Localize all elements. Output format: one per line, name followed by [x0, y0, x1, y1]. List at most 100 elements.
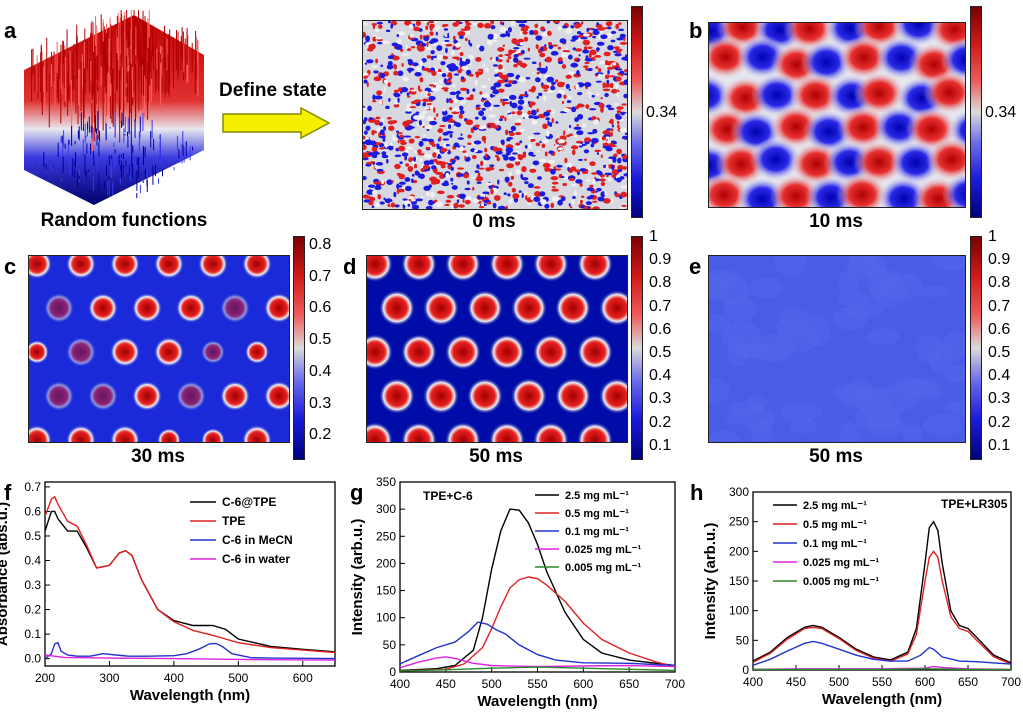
panel-label-a: a [4, 18, 17, 43]
colorbar-tick: 0.8 [649, 274, 672, 292]
random-functions-caption: Random functions [40, 210, 208, 231]
random-functions-surface [24, 10, 204, 205]
panel-label-f: f [4, 480, 12, 505]
legend-entry: 0.005 mg mL⁻¹ [803, 576, 879, 588]
series-line [45, 641, 335, 660]
colorbar-tick: 0.6 [988, 320, 1011, 338]
state-map-0ms [362, 20, 628, 210]
y-axis-label: Absorbance (abs.u.) [0, 502, 11, 646]
y-tick-label: 50 [383, 638, 397, 652]
colorbar-tick: 0.3 [988, 390, 1011, 408]
x-tick-label: 650 [958, 675, 978, 689]
colorbar-tick: 0.5 [988, 344, 1011, 361]
y-axis-label: Intensity (arb.u.) [349, 519, 366, 636]
y-tick-label: 300 [729, 485, 749, 499]
legend-entry: 0.025 mg mL⁻¹ [803, 557, 879, 569]
y-tick-label: 250 [729, 515, 749, 529]
chart-f-absorbance: 200 300 400 500 600 0.0 0.1 0.2 0.3 0.4 0.5 0.6 0.7 W… [0, 480, 336, 704]
colorbar-d [631, 236, 643, 460]
legend-entry: 2.5 mg mL⁻¹ [803, 500, 867, 512]
x-tick-label: 450 [786, 675, 806, 689]
x-tick-label: 700 [665, 677, 685, 691]
y-tick-label: 0.4 [24, 554, 41, 568]
series-line [400, 656, 675, 669]
legend-entry: 0.1 mg mL⁻¹ [803, 538, 867, 550]
legend-entry: 0.025 mg mL⁻¹ [565, 544, 641, 556]
colorbar-c [293, 236, 305, 460]
colorbar-tick: 0.3 [309, 394, 332, 412]
legend-entry: TPE [222, 514, 245, 528]
chart-g-annotation: TPE+C-6 [423, 489, 473, 503]
y-tick-label: 200 [729, 544, 749, 558]
legend-entry: C-6 in MeCN [222, 533, 293, 547]
caption-30ms: 30 ms [131, 446, 185, 467]
chart-g-intensity: 400 450 500 550 600 650 700 0 50 100 150 200 250 300 3… [349, 475, 685, 710]
colorbar-tick: 0.4 [988, 367, 1011, 385]
colorbar-tick: 0.5 [649, 344, 672, 361]
y-tick-label: 0.2 [24, 603, 41, 617]
y-tick-label: 0.1 [24, 627, 41, 641]
caption-50ms-e: 50 ms [809, 446, 863, 467]
series-line [400, 666, 675, 672]
y-tick-label: 350 [376, 475, 396, 489]
x-tick-label: 650 [619, 677, 639, 691]
y-tick-label: 0 [389, 665, 396, 679]
y-tick-label: 0.5 [24, 529, 41, 543]
plot-frame [399, 481, 676, 673]
x-tick-label: 600 [293, 671, 313, 685]
legend-entry: 0.005 mg mL⁻¹ [565, 562, 641, 574]
x-tick-label: 400 [743, 675, 763, 689]
state-map-10ms [708, 22, 966, 208]
legend-entry: C-6@TPE [222, 495, 276, 509]
x-tick-label: 550 [872, 675, 892, 689]
colorbar-tick: 0.2 [988, 413, 1011, 431]
panel-label-g: g [350, 480, 364, 505]
colorbar-tick: 0.4 [649, 367, 672, 385]
colorbar-tick: 0.8 [988, 274, 1011, 292]
y-tick-label: 0.7 [24, 480, 41, 494]
panel-label-h: h [690, 480, 704, 505]
y-tick-label: 100 [376, 611, 396, 625]
y-tick-label: 0.6 [24, 504, 41, 518]
colorbar-tick: 0.2 [649, 413, 672, 431]
legend-entry: 0.5 mg mL⁻¹ [803, 519, 867, 531]
y-tick-label: 0.3 [24, 578, 41, 592]
x-tick-label: 700 [1001, 675, 1021, 689]
caption-50ms-d: 50 ms [469, 446, 523, 467]
x-axis-label: Wavelength (nm) [822, 691, 942, 708]
x-axis-label: Wavelength (nm) [477, 693, 597, 710]
define-state-label: Define state [219, 80, 327, 101]
colorbar-tick: 0.6 [309, 299, 332, 317]
y-tick-label: 50 [736, 633, 750, 647]
legend-entry: 2.5 mg mL⁻¹ [565, 490, 629, 502]
panel-label-c: c [4, 254, 17, 279]
colorbar-e [970, 236, 982, 460]
y-tick-label: 0 [742, 663, 749, 677]
colorbar-a-label: 0.34 [646, 104, 678, 121]
series-line [45, 495, 335, 654]
x-axis-label: Wavelength (nm) [130, 687, 250, 704]
panel-label-d: d [343, 254, 357, 279]
plot-frame [44, 481, 336, 667]
colorbar-tick: 0.5 [309, 331, 332, 349]
colorbar-tick: 0.9 [988, 251, 1011, 269]
colorbar-tick: 0.4 [309, 362, 332, 380]
y-axis-label: Intensity (arb.u.) [702, 523, 719, 640]
colorbar-b [970, 6, 982, 218]
series-line [400, 621, 675, 667]
colorbar-tick: 0.9 [649, 251, 672, 269]
y-tick-label: 100 [729, 604, 749, 618]
x-tick-label: 600 [573, 677, 593, 691]
x-tick-label: 500 [482, 677, 502, 691]
colorbar-tick: 0.3 [649, 390, 672, 408]
y-tick-label: 150 [729, 574, 749, 588]
colorbar-tick: 0.7 [988, 297, 1011, 315]
series-line [400, 576, 675, 672]
panel-label-e: e [689, 254, 702, 279]
colorbar-tick: 0.1 [649, 436, 672, 454]
panel-label-b: b [689, 18, 703, 43]
x-tick-label: 450 [436, 677, 456, 691]
x-tick-label: 200 [35, 671, 55, 685]
colorbar-a [631, 6, 643, 218]
colorbar-b-label: 0.34 [985, 104, 1017, 121]
